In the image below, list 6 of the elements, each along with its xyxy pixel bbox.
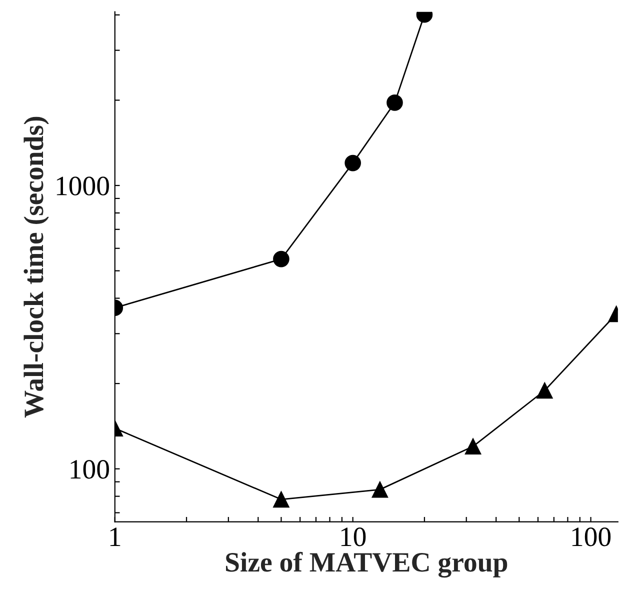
x-tick-label: 1 (110, 528, 120, 546)
y-axis-title: Wall-clock time (seconds) (24, 116, 49, 418)
x-tick-label: 10 (341, 528, 366, 546)
y-tick-label: 1000 (56, 176, 109, 196)
x-axis-title: Size of MATVEC group (226, 552, 508, 578)
x-tick-label: 100 (572, 528, 611, 546)
